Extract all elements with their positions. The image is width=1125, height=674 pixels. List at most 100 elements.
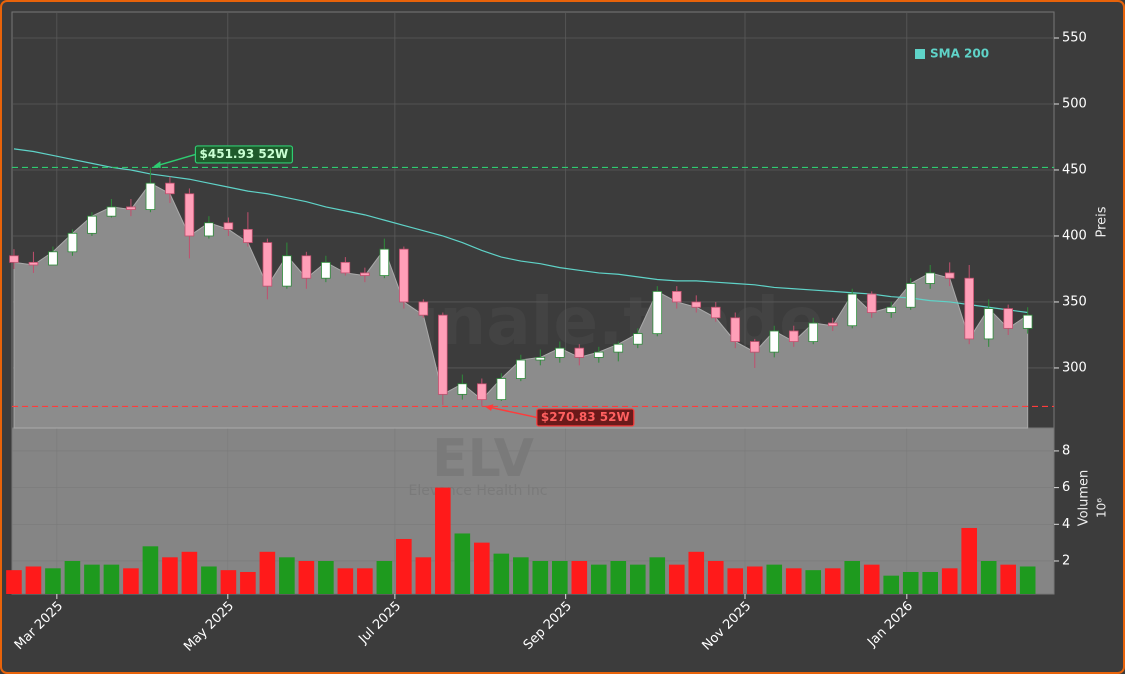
volume-bar [590,564,607,594]
annotation-arrow [154,153,196,168]
volume-bar [922,571,939,594]
volume-bar [123,568,139,594]
candle-body [535,356,546,361]
candle-body [457,383,468,395]
volume-bar [961,527,977,594]
volume-scale-label: 10⁶ [1095,498,1109,518]
candle-body [496,378,507,401]
candle-body [594,351,604,358]
volume-bar [863,564,880,594]
candle-body [145,182,156,210]
candle-body [613,343,624,353]
volume-bar [746,566,763,594]
volume-bar [259,551,276,594]
candle-body [983,308,994,340]
candle-body [48,251,58,266]
candle-body [769,330,780,353]
candle-body [399,248,409,303]
volume-bar [318,560,334,594]
candle-body [106,206,117,217]
candle-body [574,347,585,358]
candle-body [944,272,955,279]
annotation-box [536,408,635,427]
legend-label: SMA 200 [930,47,989,61]
candle-body [730,317,741,342]
candle-body [87,215,97,234]
candle-body [632,333,643,345]
annotation-label: $451.93 52W [200,147,289,161]
volume-bar [25,566,42,594]
company-watermark: Elevance Health Inc [409,483,548,499]
candle-body [866,293,877,313]
volume-bar [84,564,100,594]
volume-bar [240,571,256,594]
candle-body [477,383,487,401]
volume-bar [162,557,178,594]
volume-bar [64,560,81,594]
volume-bar [474,542,490,594]
candle-body [28,261,39,266]
volume-bar [142,546,159,594]
y-tick-label: 8 [1062,443,1070,458]
volume-bar [201,566,217,594]
volume-bar [181,551,198,594]
ticker-watermark: ELV [432,429,534,489]
volume-bar [766,564,783,594]
candle-body [710,306,721,319]
candle-body [165,182,175,195]
y-axis-label: Preis [1095,206,1110,237]
volume-bar [532,560,549,594]
sma-line [13,148,1028,314]
candle-body [808,322,819,342]
y-tick-label: 550 [1062,31,1087,46]
volume-bar [941,568,958,594]
volume-bar [357,568,373,594]
candle-body [671,291,682,303]
candle-body [67,232,78,253]
volume-bar [629,564,646,594]
volume-bar [396,538,412,594]
y-tick-label: 2 [1062,553,1070,568]
candle-body [243,228,253,243]
candle-body [555,347,565,358]
volume-bar [805,570,822,594]
volume-bar [298,560,315,594]
candle-body [886,306,897,313]
volume-bar [824,568,841,594]
volume-bar [337,568,354,594]
legend-swatch [915,49,925,59]
volume-bar [688,551,705,594]
candle-body [964,277,974,340]
candle-body [9,255,19,263]
candle-body [282,255,292,287]
volume-bar [571,560,588,594]
annotation-label: $270.83 52W [541,410,630,424]
volume-bar [220,570,237,594]
candle-body [905,283,916,308]
y-tick-label: 4 [1062,517,1070,532]
volume-bar [980,560,997,594]
candle-body [204,222,214,237]
candle-body [749,341,760,353]
volume-bar [902,571,919,594]
candle-body [262,242,273,287]
candle-body [847,293,858,327]
candle-body [691,301,702,308]
volume-bar [707,560,724,594]
candle-body [925,272,935,284]
candle-body [1022,314,1033,329]
volume-bar [279,557,295,594]
candle-body [360,272,370,276]
volume-bar [415,557,432,594]
candle-body [438,314,448,395]
candle-body [652,291,663,335]
volume-bar [844,560,861,594]
y-tick-label: 400 [1062,228,1087,243]
candle-body [418,301,429,316]
volume-bar [45,568,61,594]
volume-bar [513,557,529,594]
y-tick-label: 350 [1062,294,1087,309]
volume-bar [883,575,900,594]
volume-bar [493,553,510,594]
